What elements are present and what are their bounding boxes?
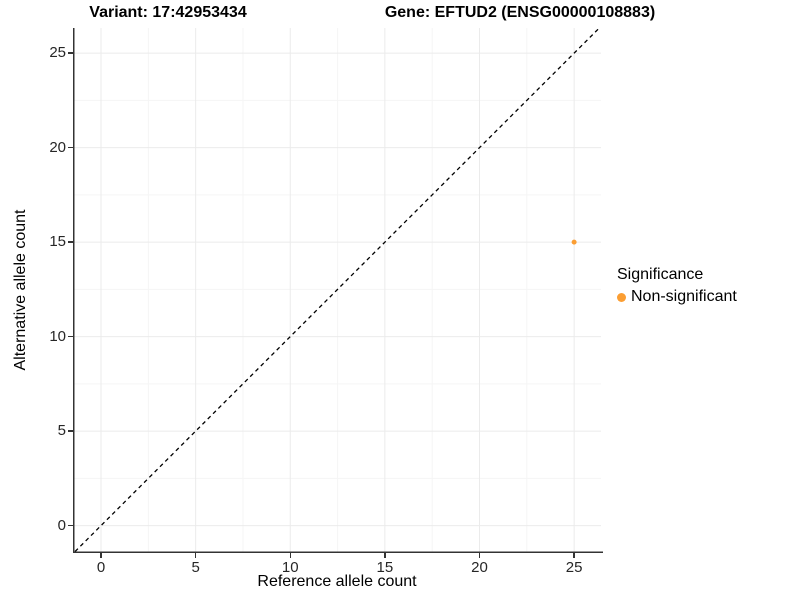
- plot-panel: [73, 28, 603, 553]
- x-tick-mark: [384, 553, 386, 558]
- y-tick-label: 15: [49, 233, 66, 251]
- y-axis-title: Alternative allele count: [12, 209, 29, 371]
- y-tick-mark: [68, 52, 73, 54]
- y-tick-label: 5: [57, 422, 66, 440]
- x-tick-label: 5: [191, 558, 200, 576]
- legend-entry: Non-significant: [612, 288, 737, 306]
- y-tick-mark: [68, 146, 73, 149]
- data-point: [571, 239, 577, 245]
- plot-title-gene: Gene: EFTUD2 (ENSG00000108883): [384, 4, 656, 21]
- x-tick-mark: [573, 553, 575, 558]
- x-tick-mark: [100, 553, 102, 558]
- legend-key-dot-icon: [617, 292, 626, 302]
- y-tick-label: 0: [57, 516, 66, 534]
- y-tick-label: 10: [49, 327, 66, 345]
- x-tick-label: 0: [96, 558, 106, 576]
- legend-entries: Non-significant: [612, 288, 737, 306]
- x-axis-title: Reference allele count: [257, 573, 417, 590]
- x-tick-mark: [194, 553, 197, 558]
- legend: Significance Non-significant: [612, 266, 737, 306]
- y-tick-mark: [68, 430, 73, 432]
- legend-title: Significance: [617, 266, 704, 283]
- x-tick-label: 15: [376, 558, 394, 576]
- identity-line: [74, 28, 600, 552]
- x-tick-mark: [289, 553, 291, 558]
- plot-title-variant: Variant: 17:42953434: [89, 4, 247, 21]
- y-tick-mark: [68, 241, 73, 243]
- y-tick-label: 20: [49, 138, 66, 156]
- x-tick-label: 25: [565, 558, 583, 576]
- plot-canvas: [73, 28, 603, 553]
- x-tick-mark: [478, 553, 481, 558]
- legend-label: Non-significant: [631, 288, 737, 305]
- y-tick-mark: [68, 335, 73, 338]
- x-tick-label: 20: [471, 558, 488, 576]
- y-tick-label: 25: [49, 44, 66, 62]
- x-tick-label: 10: [281, 558, 299, 576]
- y-tick-mark: [68, 524, 73, 527]
